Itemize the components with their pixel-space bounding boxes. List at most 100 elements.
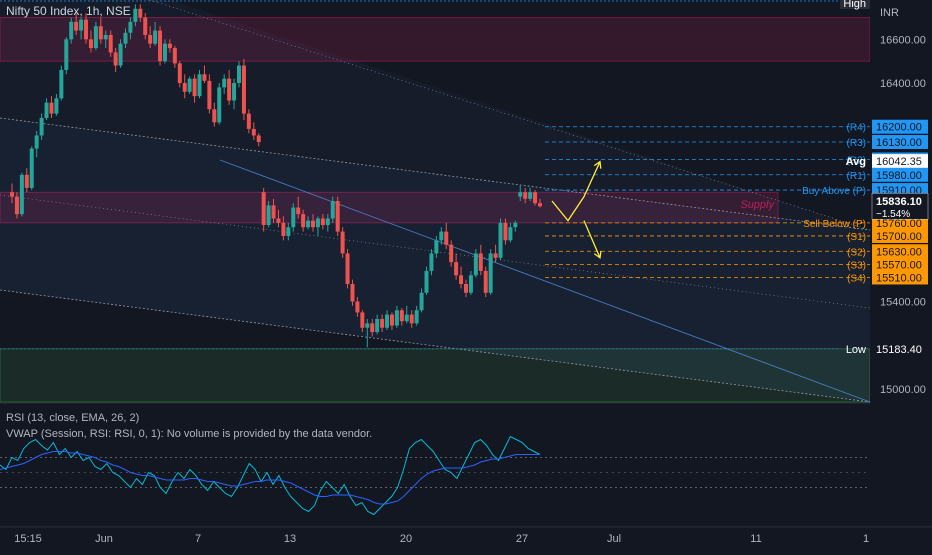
candle-body (463, 284, 468, 293)
candle-body (256, 135, 261, 143)
pivot-label: (S2) (847, 247, 866, 258)
candle-body (138, 8, 143, 18)
candle-body (108, 34, 113, 53)
candle (138, 4, 143, 22)
candle-body (360, 312, 365, 328)
candle-body (93, 26, 98, 49)
candle (296, 196, 301, 219)
candle-body (29, 148, 34, 188)
projection-arrowhead (593, 160, 602, 169)
candle-body (404, 314, 409, 322)
candle (389, 312, 394, 330)
candle-body (10, 192, 14, 197)
candle-body (39, 117, 44, 136)
candle-body (320, 218, 325, 226)
candle (84, 13, 89, 44)
candle (483, 266, 488, 298)
candle (44, 98, 49, 121)
y-tick-label: 16400.00 (880, 78, 926, 90)
projection-bullish (551, 161, 601, 222)
candle (153, 21, 158, 46)
candle (74, 13, 79, 35)
candle-body (54, 98, 59, 114)
candle-body (118, 43, 123, 66)
low-label: Low (846, 344, 866, 356)
candle-body (315, 218, 320, 228)
rsi-series-RSI (0, 435, 541, 516)
candle-body (172, 48, 177, 64)
candle-body (84, 19, 89, 40)
candle (523, 187, 528, 204)
candle-body (158, 30, 163, 62)
candle (434, 235, 439, 258)
pivot-value: 16200.00 (876, 122, 922, 134)
x-tick-label: 27 (516, 533, 528, 545)
candle-body (236, 65, 241, 84)
candle (251, 122, 256, 140)
candle-body (523, 192, 528, 199)
candle (256, 133, 261, 147)
candle (64, 37, 69, 75)
low-value: 15183.40 (876, 344, 922, 356)
candle-body (429, 253, 434, 271)
candle (355, 297, 360, 317)
candle-body (434, 240, 439, 254)
candle (10, 183, 14, 204)
candle-body (533, 192, 538, 204)
candle (449, 240, 454, 267)
candle (315, 216, 320, 236)
candle-body (98, 26, 103, 40)
pivot-value: 15630.00 (876, 246, 922, 258)
candle (404, 305, 409, 324)
candle-body (301, 214, 306, 228)
candle (538, 198, 542, 208)
candle-body (296, 207, 301, 215)
candle (54, 93, 59, 116)
x-tick-label: Jun (95, 533, 113, 545)
candle (271, 198, 276, 223)
candle (513, 220, 518, 232)
candle-body (177, 63, 182, 84)
candle-body (187, 78, 192, 92)
candle-body (88, 39, 93, 49)
channel-upper-band (0, 0, 870, 230)
candle (380, 314, 385, 333)
low-value-bg (872, 341, 928, 356)
candle (177, 61, 182, 88)
candle-body (291, 207, 296, 228)
candle-body (162, 43, 167, 62)
candle (478, 244, 483, 276)
candle (444, 222, 449, 250)
candle-body (246, 113, 251, 129)
trend-line (219, 159, 871, 403)
candle (360, 310, 365, 333)
candle-body (439, 231, 444, 241)
candle-body (424, 270, 429, 293)
x-tick-label: 1 (863, 533, 869, 545)
projection-arrowhead (593, 250, 602, 259)
candle-body (513, 222, 518, 228)
pivot-label: (R4) (847, 123, 866, 134)
pivot-value-bg (872, 119, 928, 134)
candle (167, 39, 172, 53)
candle-body (493, 253, 498, 258)
candle (266, 201, 271, 228)
candle-body (276, 218, 281, 223)
candle (325, 214, 330, 232)
candle-body (167, 43, 172, 49)
candle-body (266, 205, 271, 226)
candle (528, 187, 533, 201)
candle (394, 305, 399, 328)
high-tag-bg (840, 0, 870, 9)
candle (498, 218, 503, 260)
pivot-value: 15760.00 (876, 218, 922, 230)
candle (370, 318, 375, 337)
candle (123, 28, 128, 49)
avg-label: Avg (846, 156, 866, 168)
candle (34, 131, 39, 158)
candle (14, 192, 19, 219)
pivot-value: 15980.00 (876, 170, 922, 182)
candle-body (232, 83, 237, 101)
candle (488, 249, 493, 295)
